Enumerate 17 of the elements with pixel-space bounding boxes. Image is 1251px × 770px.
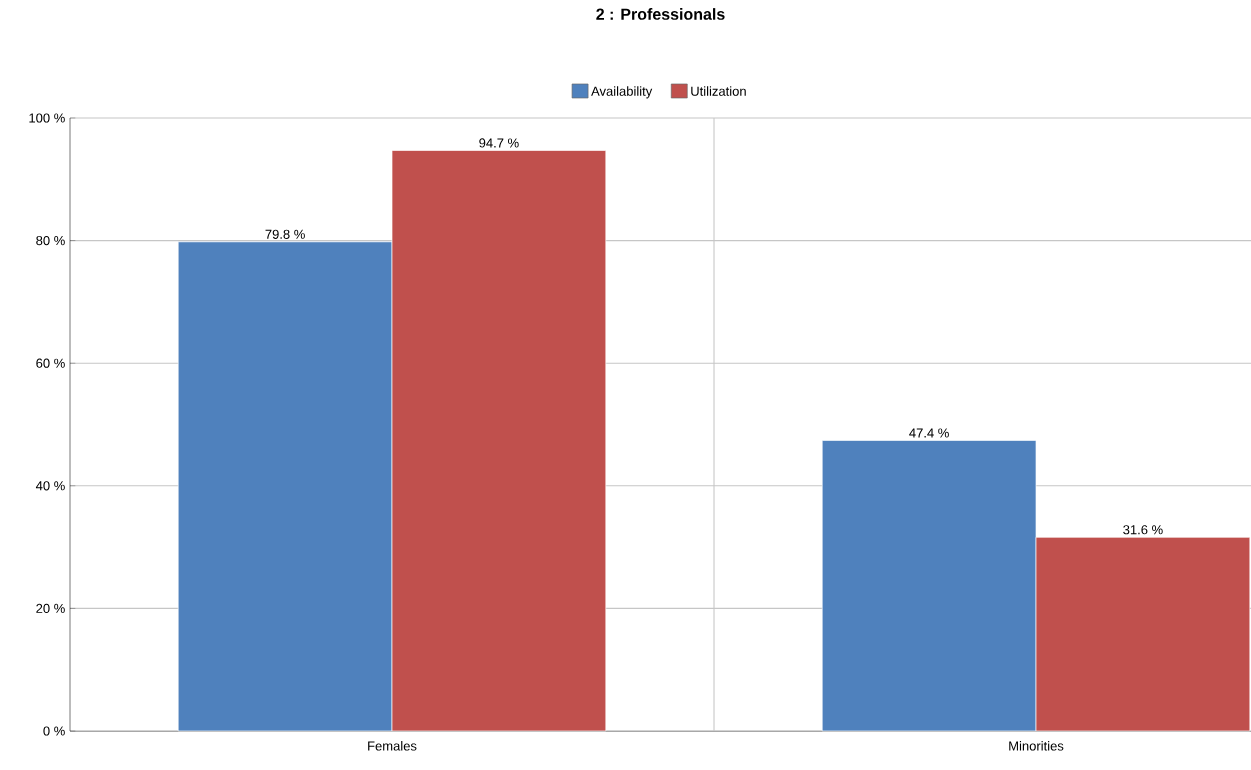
y-tick-label: 80 % — [36, 235, 65, 246]
y-tick-label: 60 % — [36, 358, 65, 368]
data-label: 79.8 % — [265, 229, 305, 239]
x-tick-label: Minorities — [1009, 741, 1064, 751]
bar — [391, 150, 607, 732]
chart-title: 2 : Professionals — [596, 8, 725, 20]
y-tick-label: 20 % — [36, 603, 65, 613]
legend-label: Availability — [591, 86, 653, 99]
y-tick-label: 100 % — [29, 113, 65, 123]
data-label: 31.6 % — [1123, 525, 1163, 535]
bar — [1035, 536, 1251, 732]
y-tick-label: 0 % — [43, 726, 65, 736]
data-label: 47.4 % — [909, 428, 949, 438]
x-tick-label: Females — [368, 741, 417, 751]
data-label: 94.7 % — [479, 138, 519, 148]
y-tick-label: 40 % — [35, 481, 65, 491]
legend-label: Utilization — [691, 86, 746, 96]
